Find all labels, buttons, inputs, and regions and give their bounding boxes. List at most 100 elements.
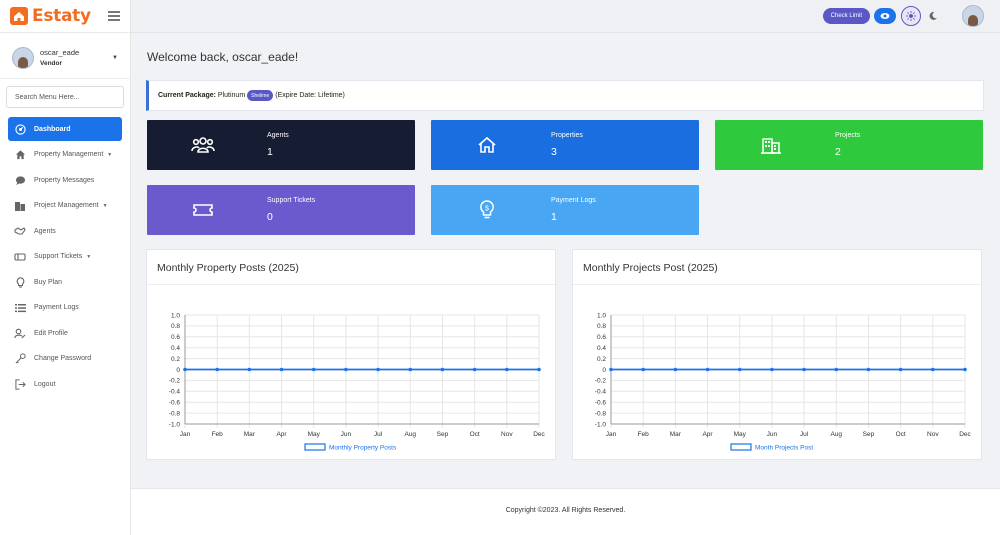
stat-card-agents[interactable]: Agents 1 [147,120,415,170]
sidebar-item-label: Change Password [34,355,92,362]
sidebar-item-label: Project Management [34,202,99,209]
chart-projects-post: 1.0 0.8 0.6 0.4 0.2 0 -0.2 -0.4 -0.6 -0.8 -1.0 Jan F… [595,312,972,451]
sidebar-item-support-tickets[interactable]: Support Tickets ▼ [8,245,122,269]
building-icon [14,200,26,212]
data-point [183,367,187,372]
caret-down-icon[interactable]: ▼ [102,202,108,209]
sidebar-item-dashboard[interactable]: Dashboard [8,117,122,141]
x-tick-label: Nov [501,431,513,438]
sidebar-item-label: Property Management [34,151,104,158]
data-point [705,367,710,372]
stat-card-projects[interactable]: Projects 2 [715,120,983,170]
stat-value: 0 [267,211,273,223]
check-limit-button[interactable]: Check Limit [822,8,870,24]
y-tick-label: 0.2 [171,356,180,363]
sidebar-item-change-password[interactable]: Change Password [8,347,122,371]
data-point [737,367,742,372]
chart-title: Monthly Projects Post (2025) [583,262,718,274]
data-point [440,367,445,372]
moon-icon [929,11,937,20]
search-box [6,86,124,108]
data-point [376,367,380,372]
y-tick-label: -1.0 [595,421,607,428]
y-tick-label: -0.2 [595,378,607,385]
dark-theme-button[interactable] [924,7,942,25]
sidebar-item-edit-profile[interactable]: Edit Profile [8,321,122,345]
x-tick-label: May [308,431,321,438]
building-icon [759,133,783,157]
x-tick-label: Sep [863,431,875,438]
eye-button[interactable] [874,8,896,24]
x-tick-label: Jan [180,431,191,438]
stat-card-payment-logs[interactable]: $ Payment Logs 1 [431,185,699,235]
stat-card-support-tickets[interactable]: Support Tickets 0 [147,185,415,235]
data-point [931,367,935,372]
key-icon [14,353,26,365]
y-tick-label: 0 [176,367,180,374]
user-edit-icon [14,327,26,339]
y-tick-label: 1.0 [597,312,606,319]
x-tick-label: Oct [470,431,480,438]
data-point [537,367,541,372]
data-point [472,367,477,372]
x-tick-label: Feb [212,431,224,438]
y-tick-label: 0.8 [597,323,606,330]
stat-label: Support Tickets [267,197,316,204]
y-tick-label: -0.8 [595,410,607,417]
sidebar-item-label: Property Messages [34,176,95,184]
footer: Copyright ©2023. All Rights Reserved. [131,488,1000,535]
data-point [215,367,219,372]
sidebar-item-label: Buy Plan [34,278,63,286]
caret-down-icon[interactable]: ▼ [112,54,118,61]
caret-down-icon[interactable]: ▼ [86,253,92,260]
sidebar-item-agents[interactable]: Agents [8,219,122,243]
top-user-avatar[interactable] [962,5,984,27]
home-icon [14,149,26,161]
data-point [311,367,316,372]
stat-card-properties[interactable]: Properties 3 [431,120,699,170]
stat-label: Properties [551,132,583,139]
package-badge: Shelime [247,90,274,101]
welcome-title: Welcome back, oscar_eade! [147,50,299,64]
x-tick-label: Dec [533,431,545,438]
caret-down-icon[interactable]: ▼ [107,151,113,158]
sidebar-item-property-messages[interactable]: Property Messages [8,168,122,192]
sidebar-item-label: Logout [34,380,56,388]
users-icon [191,133,215,157]
x-tick-label: Sep [437,431,449,438]
y-tick-label: 0.4 [597,345,606,352]
y-tick-label: 0.6 [597,334,606,341]
data-point [247,367,252,372]
app-name[interactable]: Estaty [32,6,91,26]
light-theme-button[interactable] [901,6,921,26]
y-tick-label: 1.0 [171,312,180,319]
hamburger-icon[interactable] [108,9,120,24]
data-point [770,367,774,372]
sidebar-item-label: Payment Logs [34,304,79,311]
data-point [641,367,645,372]
stat-label: Projects [835,132,861,139]
sidebar-item-property-management[interactable]: Property Management ▼ [8,143,122,167]
search-menu-input[interactable] [15,93,115,101]
x-tick-label: May [734,431,747,438]
x-tick-label: Jul [800,431,809,438]
data-point [898,367,903,372]
user-card[interactable]: oscar_eade Vendor ▼ [0,37,130,79]
package-label: Current Package: [158,92,216,99]
sidebar-item-logout[interactable]: Logout [8,372,122,396]
sidebar-item-payment-logs[interactable]: Payment Logs [8,296,122,320]
data-point [673,367,678,372]
sidebar-item-buy-plan[interactable]: Buy Plan [8,270,122,294]
data-point [802,367,806,372]
logout-icon [14,378,26,390]
y-tick-label: -0.4 [595,389,607,396]
ticket-icon [14,251,26,263]
data-point [866,367,871,372]
user-role: Vendor [40,60,63,67]
sidebar-item-label: Edit Profile [34,329,68,337]
y-tick-label: -0.6 [595,400,607,407]
logo-bar: Estaty [0,0,130,33]
sidebar-item-project-management[interactable]: Project Management ▼ [8,194,122,218]
package-name: Plutinum [217,92,246,99]
sidebar: Estaty oscar_eade Vendor ▼ Dashboard Prop… [0,0,131,535]
